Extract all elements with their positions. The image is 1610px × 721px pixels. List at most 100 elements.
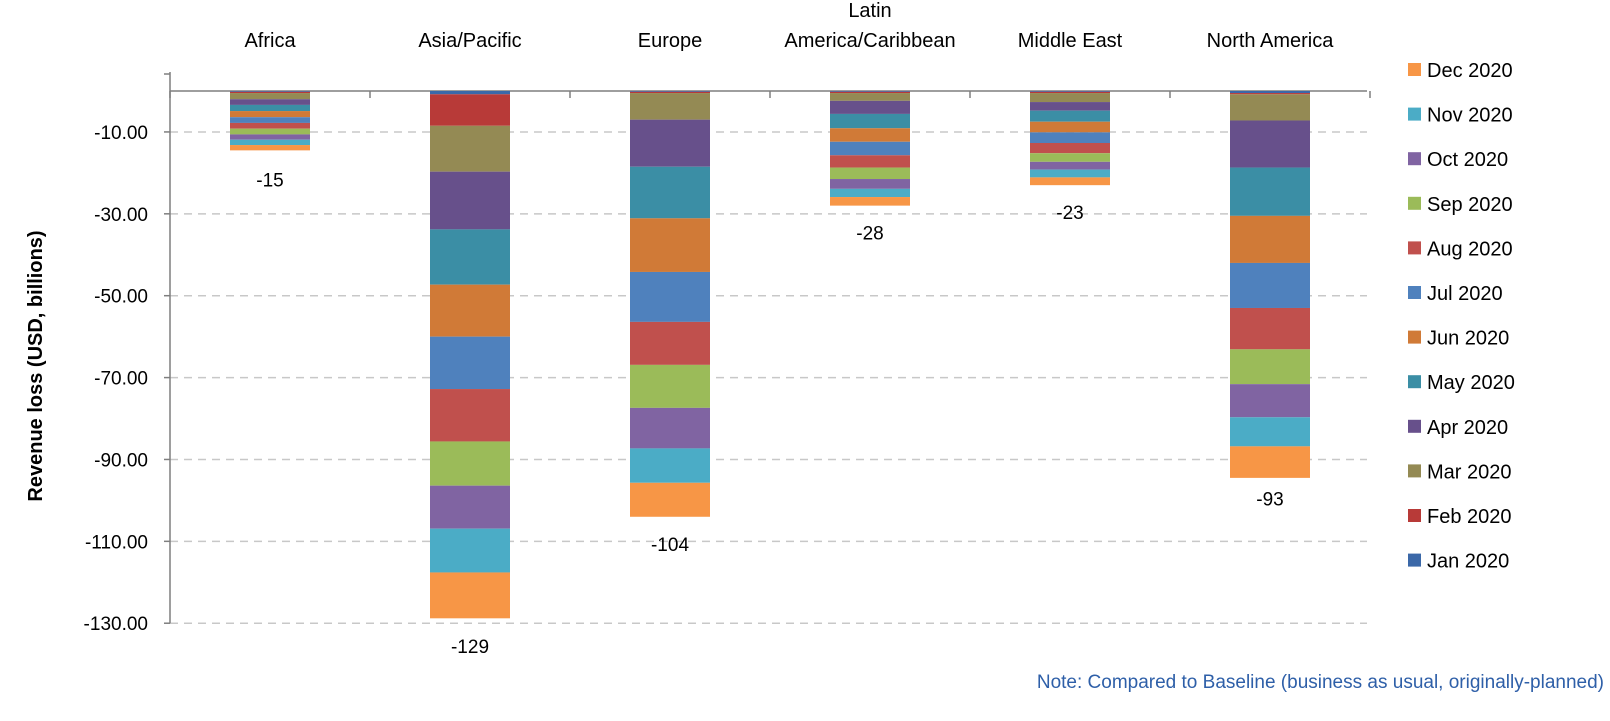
bar-segment — [630, 364, 710, 408]
bar-segment — [1230, 417, 1310, 447]
y-tick-label: -70.00 — [94, 369, 148, 390]
bar-segment — [430, 441, 510, 486]
bar-segment — [1030, 153, 1110, 162]
legend-label: Apr 2020 — [1427, 417, 1508, 439]
legend-label: Jan 2020 — [1427, 551, 1509, 573]
bar-segment — [430, 125, 510, 172]
bar-segment — [230, 111, 310, 118]
total-label: -129 — [451, 637, 489, 658]
bar-segment — [230, 93, 310, 100]
legend-swatch — [1408, 553, 1421, 567]
bar-segment — [830, 179, 910, 189]
legend-label: Jun 2020 — [1427, 328, 1509, 350]
bar-segment — [1030, 132, 1110, 143]
bar-segment — [1230, 120, 1310, 168]
bar-segment — [830, 188, 910, 198]
total-label: -104 — [651, 535, 689, 556]
legend-swatch — [1408, 419, 1421, 433]
legend: Dec 2020 Nov 2020 Oct 2020 Sep 2020 Aug 2020… — [1408, 60, 1515, 573]
legend-swatch — [1408, 63, 1421, 76]
category-label: Middle East — [1018, 30, 1123, 52]
bar-segment — [630, 91, 710, 94]
bar-segment — [830, 91, 910, 92]
legend-swatch — [1408, 509, 1421, 522]
bar-segment — [230, 134, 310, 140]
bar-segment — [830, 128, 910, 142]
bar-segment — [230, 104, 310, 112]
legend-label: Aug 2020 — [1427, 238, 1513, 260]
legend-label: Dec 2020 — [1427, 60, 1513, 82]
category-label: Europe — [638, 30, 703, 52]
bar-segment — [830, 155, 910, 168]
bar-segment — [230, 128, 310, 135]
legend-swatch — [1408, 241, 1421, 255]
bar-segment — [1030, 110, 1110, 122]
category-label: Africa — [244, 30, 296, 52]
category-label: North America — [1207, 30, 1335, 52]
bar-segment — [830, 100, 910, 114]
bar-segment — [230, 91, 310, 92]
total-label: -23 — [1056, 203, 1083, 224]
chart-note: Note: Compared to Baseline (business as … — [1036, 672, 1604, 693]
bar-segment — [1230, 307, 1310, 350]
bar-segment — [1030, 161, 1110, 170]
bar-segment — [630, 91, 710, 92]
legend-label: Oct 2020 — [1427, 149, 1508, 171]
bar-segment — [430, 171, 510, 230]
bar-segment — [1030, 177, 1110, 186]
labels: -10.00 -30.00 -50.00 -70.00 -90.00 -110.00 -13… — [84, 0, 1335, 658]
legend-label: Feb 2020 — [1427, 506, 1512, 528]
bar-segment — [830, 197, 910, 206]
bar-segment — [430, 94, 510, 126]
legend-swatch — [1408, 375, 1421, 389]
bar-segment — [1230, 384, 1310, 418]
total-label: -28 — [856, 224, 883, 245]
bar-segment — [1030, 91, 1110, 92]
bar-segment — [1230, 167, 1310, 216]
category-label: Asia/Pacific — [418, 30, 521, 52]
y-axis-title: Revenue loss (USD, billions) — [25, 230, 47, 501]
bar-segment — [630, 482, 710, 517]
bar-segment — [430, 389, 510, 442]
bars — [230, 91, 1310, 619]
bar-segment — [1030, 102, 1110, 111]
bar-segment — [230, 99, 310, 105]
bar-segment — [830, 167, 910, 180]
bar-segment — [430, 91, 510, 95]
bar-segment — [1230, 446, 1310, 478]
gridlines — [170, 131, 1367, 624]
bar-segment — [430, 485, 510, 529]
legend-swatch — [1408, 464, 1421, 478]
bar-segment — [630, 321, 710, 365]
bar-segment — [830, 93, 910, 101]
bar-segment — [1030, 169, 1110, 178]
bar-segment — [630, 119, 710, 167]
bar-segment — [630, 407, 710, 449]
bar-segment — [830, 91, 910, 94]
bar-segment — [1230, 93, 1310, 95]
bar-segment — [430, 528, 510, 573]
bar-segment — [830, 141, 910, 156]
bar-segment — [1230, 91, 1310, 94]
legend-swatch — [1408, 196, 1421, 210]
bar-segment — [1030, 121, 1110, 133]
legend-label: May 2020 — [1427, 372, 1515, 394]
bar-segment — [630, 93, 710, 120]
bar-segment — [830, 113, 910, 129]
bar-segment — [1230, 94, 1310, 121]
y-tick-label: -30.00 — [94, 205, 148, 226]
bar-segment — [230, 117, 310, 123]
bar-segment — [230, 145, 310, 151]
y-tick-label: -110.00 — [85, 532, 148, 553]
bar-segment — [430, 572, 510, 619]
bar-segment — [430, 284, 510, 337]
total-label: -93 — [1256, 490, 1283, 511]
legend-swatch — [1408, 152, 1421, 166]
legend-swatch — [1408, 107, 1421, 121]
category-label: Latin — [848, 0, 891, 22]
bar-segment — [1230, 349, 1310, 385]
legend-label: Nov 2020 — [1427, 105, 1513, 127]
bar-segment — [430, 336, 510, 390]
bar-segment — [630, 166, 710, 219]
